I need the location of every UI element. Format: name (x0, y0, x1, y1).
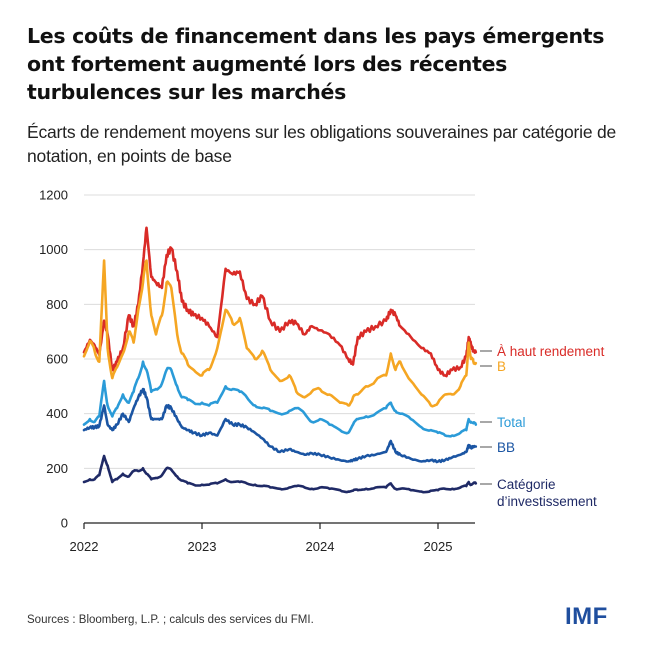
source-note: Sources : Bloomberg, L.P. ; calculs des … (27, 614, 314, 626)
y-tick-label: 800 (46, 297, 68, 312)
series-line--haut-rendement (82, 226, 478, 378)
legend-label-line2: d’investissement (497, 494, 597, 509)
legend-label: Total (497, 415, 526, 430)
y-tick-label: 0 (61, 516, 68, 531)
series-line-cat-gorie-d-investissement (82, 454, 478, 494)
x-tick-label: 2023 (188, 539, 217, 554)
legend-label: BB (497, 440, 515, 455)
y-tick-label: 200 (46, 461, 68, 476)
chart-subtitle: Écarts de rendement moyens sur les oblig… (27, 122, 617, 166)
imf-logo: IMF (565, 603, 608, 630)
y-tick-label: 400 (46, 406, 68, 421)
x-tick-label: 2025 (424, 539, 453, 554)
chart-title: Les coûts de financement dans les pays é… (27, 24, 605, 104)
series-lines (82, 226, 478, 494)
x-tick-label: 2022 (70, 539, 99, 554)
legend-label: Catégorie (497, 477, 556, 492)
y-tick-label: 1200 (39, 188, 68, 203)
y-tick-label: 600 (46, 352, 68, 367)
series-line-bb (82, 387, 478, 464)
series-line-total (82, 360, 478, 438)
y-tick-label: 1000 (39, 242, 68, 257)
y-axis-tick-labels: 0 200 400 600 800 1000 1200 (39, 188, 68, 531)
series-line-b (82, 259, 478, 408)
legend-label: B (497, 359, 506, 374)
x-axis: 2022 2023 2024 2025 (70, 522, 475, 554)
legend-label: À haut rendement (497, 344, 605, 359)
x-tick-label: 2024 (306, 539, 335, 554)
